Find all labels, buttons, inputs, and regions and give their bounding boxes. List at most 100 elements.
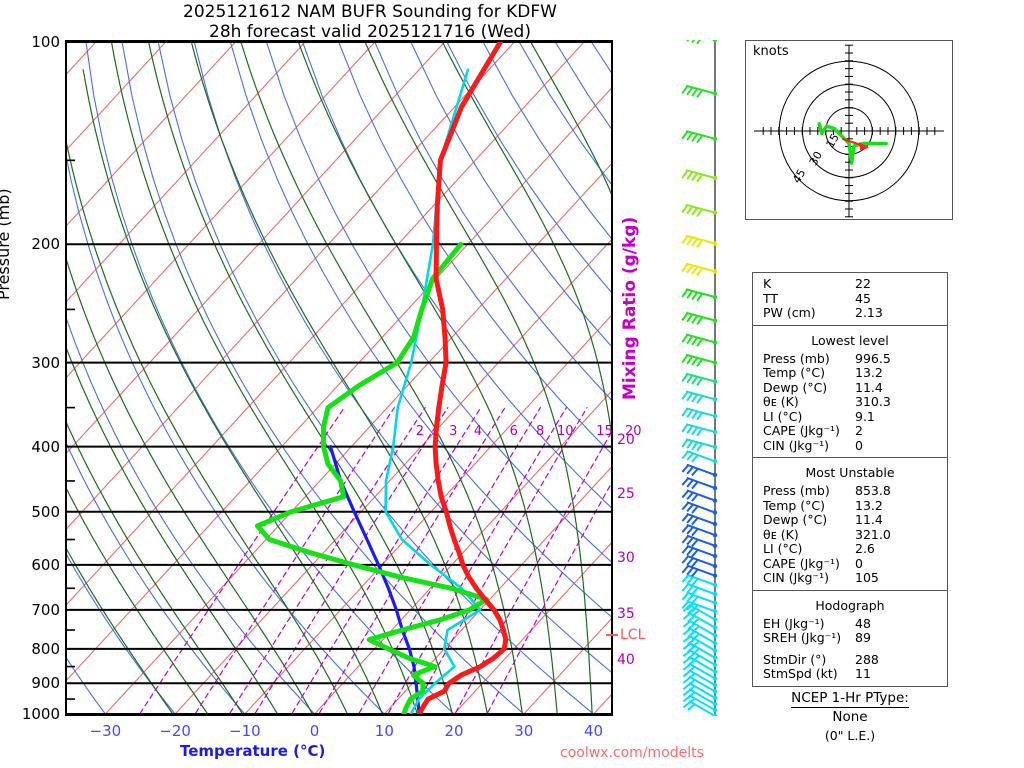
stat-value: 853.8 [855, 483, 891, 498]
mixing-ratio-top-label-3: 3 [449, 424, 458, 439]
stat-value: 11.4 [855, 512, 883, 527]
ptype-heading-text: NCEP 1-Hr PType: [791, 690, 909, 708]
hodograph-panel: knots 15 30 45 [745, 40, 953, 220]
page-subtitle: 28h forecast valid 2025121716 (Wed) [209, 22, 531, 42]
stat-value: 2.6 [855, 541, 875, 556]
stats-lowest-level-box: Lowest level Press (mb) 996.5 Temp (°C) 13.… [753, 326, 947, 458]
mixing-ratio-side-labels: 20 25 30 35 40 [614, 0, 674, 768]
stat-key: CIN (Jkg⁻¹) [763, 570, 829, 585]
pressure-tick-200: 200 [31, 235, 60, 254]
stat-key: SREH (Jkg⁻¹) [763, 630, 842, 645]
mixing-ratio-title: Mixing Ratio (g/kg) [620, 216, 640, 400]
stat-row: Temp (°C) 13.2 [753, 365, 947, 381]
stats-most-unstable-box: Most Unstable Press (mb) 853.8 Temp (°C) 13… [753, 458, 947, 591]
pressure-tick-1000: 1000 [21, 705, 60, 723]
dewpoint-trace [254, 241, 489, 714]
temperature-tick-10: 10 [374, 722, 394, 740]
mixing-ratio-top-label-8: 8 [536, 424, 545, 439]
hodograph-units-label: knots [753, 44, 789, 59]
mixing-ratio-side-label-25: 25 [617, 486, 635, 502]
stat-key: Press (mb) [763, 483, 830, 498]
mixing-ratio-side-label-35: 35 [617, 606, 635, 622]
stat-row: Temp (°C) 13.2 [753, 497, 947, 514]
temperature-tick--10: −10 [229, 722, 261, 740]
stat-key: CAPE (Jkg⁻¹) [763, 555, 840, 571]
stat-key: Dewp (°C) [763, 379, 828, 395]
ptype-panel: NCEP 1-Hr PType: None (0" L.E.) [745, 690, 955, 744]
stat-row: TT 45 [753, 290, 947, 307]
stat-row: θᴇ (K) 310.3 [753, 394, 947, 410]
stat-key: CIN (Jkg⁻¹) [763, 437, 829, 453]
temperature-tick-30: 30 [514, 722, 534, 740]
ptype-amount: (0" L.E.) [824, 728, 876, 743]
stat-value: 321.0 [855, 526, 891, 542]
lowest-level-heading: Lowest level [811, 332, 889, 348]
skewt-canvas [67, 42, 611, 714]
pressure-tick-100: 100 [31, 33, 60, 51]
pressure-axis: 100 200 300 400 500 600 700 800 900 1000 [0, 33, 60, 723]
svg-text:15: 15 [824, 132, 842, 151]
stat-value: 2.13 [855, 305, 883, 320]
wind-barb-column [660, 31, 740, 719]
stat-row: LI (°C) 2.6 [753, 541, 947, 557]
stat-row: SREH (Jkg⁻¹) 89 [753, 630, 947, 646]
watermark: coolwx.com/modelts [560, 745, 704, 761]
parcel-trace [328, 445, 421, 714]
stat-value: 89 [855, 630, 871, 645]
hodograph-stats-heading: Hodograph [815, 597, 885, 613]
mixing-ratio-side-label-40: 40 [617, 652, 635, 668]
stat-row: K 22 [753, 276, 947, 292]
mixing-ratio-top-label-20: 20 [624, 424, 642, 439]
stat-row: LI (°C) 9.1 [753, 409, 947, 425]
stat-value: 310.3 [855, 394, 891, 409]
svg-text:45: 45 [790, 167, 808, 186]
skewt-plot [65, 40, 613, 716]
temperature-tick-0: 0 [309, 722, 320, 740]
pressure-tick-500: 500 [31, 502, 60, 521]
stat-value: 13.2 [855, 497, 883, 513]
lcl-label: LCL [620, 627, 646, 643]
stat-row: CAPE (Jkg⁻¹) 2 [753, 423, 947, 439]
stat-row: CIN (Jkg⁻¹) 0 [753, 437, 947, 454]
stat-value: 105 [855, 570, 879, 585]
stat-value: 11.4 [855, 379, 883, 395]
stat-value: 0 [855, 555, 863, 571]
mixing-ratio-top-label-15: 15 [596, 424, 613, 439]
pressure-tick-800: 800 [31, 639, 60, 658]
stat-value: 288 [855, 651, 879, 667]
pressure-tick-600: 600 [31, 555, 60, 574]
mixing-ratio-top-label-10: 10 [556, 424, 574, 439]
stat-key: Dewp (°C) [763, 512, 828, 527]
sounding-stats-panel: K 22 TT 45 PW (cm) 2.13 Lowest level Press (m… [752, 272, 948, 687]
stat-key: StmSpd (kt) [763, 666, 838, 681]
ptype-heading: NCEP 1-Hr PType: [745, 690, 955, 708]
pressure-axis-title: Pressure (mb) [0, 188, 13, 300]
stats-indices-box: K 22 TT 45 PW (cm) 2.13 [753, 273, 947, 326]
stat-key: Temp (°C) [763, 365, 826, 380]
stat-value: 996.5 [855, 350, 891, 366]
stat-row: CAPE (Jkg⁻¹) 0 [753, 555, 947, 572]
dry-adiabat-lines [67, 42, 611, 714]
stat-key: Temp (°C) [763, 497, 826, 513]
stat-value: 48 [855, 615, 871, 631]
stat-row: Dewp (°C) 11.4 [753, 512, 947, 528]
temperature-axis: −30 −20 −10 0 10 20 30 40 [65, 722, 613, 746]
mixing-ratio-top-label-2: 2 [415, 424, 424, 439]
ptype-value: None [832, 709, 868, 725]
stat-row: CIN (Jkg⁻¹) 105 [753, 570, 947, 586]
lcl-marker [606, 634, 618, 636]
stat-row: StmSpd (kt) 11 [753, 666, 947, 682]
stat-key: θᴇ (K) [763, 394, 799, 409]
stat-value: 0 [855, 437, 863, 453]
stat-value: 13.2 [855, 365, 883, 380]
stat-row: Dewp (°C) 11.4 [753, 379, 947, 396]
temperature-tick-20: 20 [444, 722, 464, 740]
temperature-tick-40: 40 [584, 722, 604, 740]
stat-row: EH (Jkg⁻¹) 48 [753, 615, 947, 632]
stat-value: 22 [855, 276, 871, 291]
stat-row: PW (cm) 2.13 [753, 305, 947, 321]
isobar-lines [67, 42, 611, 714]
stat-value: 45 [855, 290, 871, 306]
stat-key: PW (cm) [763, 305, 816, 320]
